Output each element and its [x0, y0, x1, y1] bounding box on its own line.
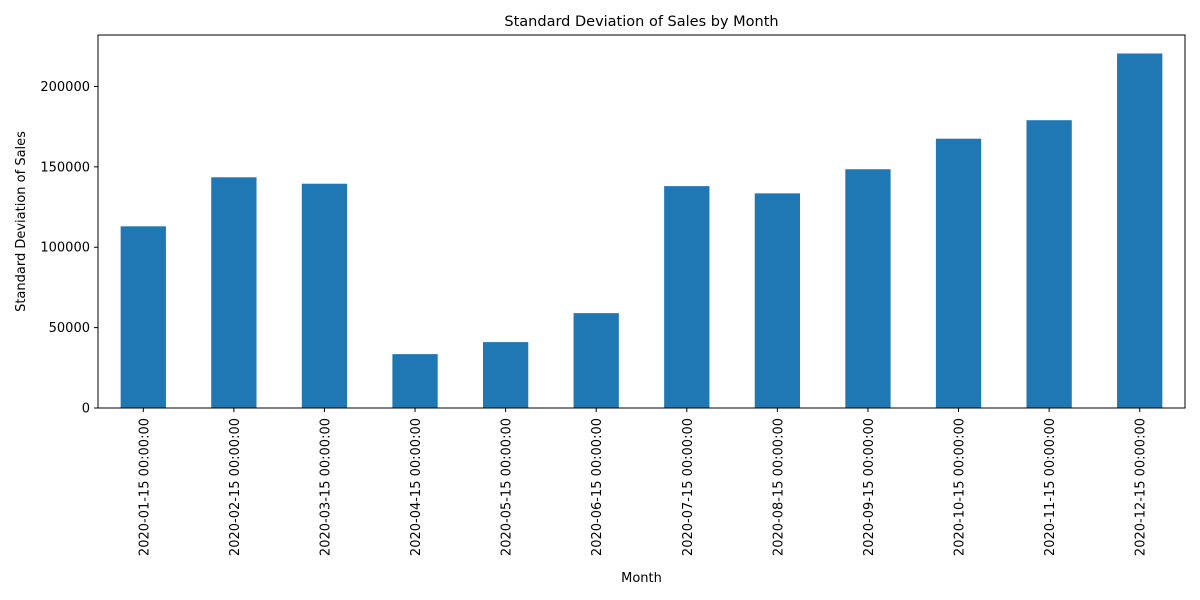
bar — [211, 177, 257, 408]
chart-title: Standard Deviation of Sales by Month — [504, 14, 778, 30]
x-tick-label: 2020-11-15 00:00:00 — [1043, 418, 1058, 556]
plot-frame — [97, 34, 1186, 409]
bar — [845, 169, 891, 408]
x-axis-label: Month — [621, 571, 662, 586]
x-tick-label: 2020-05-15 00:00:00 — [500, 418, 515, 556]
bar — [301, 183, 348, 408]
y-axis-label: Standard Deviation of Sales — [14, 131, 29, 312]
bar — [573, 313, 619, 408]
bar — [120, 226, 166, 408]
x-tick-label: 2020-04-15 00:00:00 — [409, 418, 424, 556]
x-tick-label: 2020-07-15 00:00:00 — [681, 418, 696, 556]
x-tick-label: 2020-12-15 00:00:00 — [1134, 418, 1149, 556]
bars-group — [120, 53, 1163, 408]
x-tick-label: 2020-03-15 00:00:00 — [318, 418, 333, 556]
y-axis: 0 50000 100000 150000 200000 — [40, 80, 98, 417]
bar — [1117, 53, 1163, 408]
x-tick-label: 2020-06-15 00:00:00 — [590, 418, 605, 556]
y-tick-label: 150000 — [40, 160, 90, 175]
bar — [1026, 120, 1072, 408]
x-tick-label: 2020-01-15 00:00:00 — [137, 418, 152, 556]
y-tick-label: 200000 — [40, 80, 90, 95]
x-tick-label: 2020-10-15 00:00:00 — [953, 418, 968, 556]
bar — [935, 138, 982, 408]
x-tick-label: 2020-02-15 00:00:00 — [228, 418, 243, 556]
y-tick-label: 50000 — [49, 321, 90, 336]
bar — [392, 354, 438, 408]
bar — [664, 186, 710, 408]
bar — [754, 193, 801, 408]
bar — [482, 342, 529, 408]
x-tick-label: 2020-08-15 00:00:00 — [771, 418, 786, 556]
y-tick-label: 0 — [82, 402, 90, 417]
y-tick-label: 100000 — [40, 241, 90, 256]
x-tick-label: 2020-09-15 00:00:00 — [862, 418, 877, 556]
x-axis: 2020-01-15 00:00:00 2020-02-15 00:00:00 20… — [137, 408, 1149, 556]
